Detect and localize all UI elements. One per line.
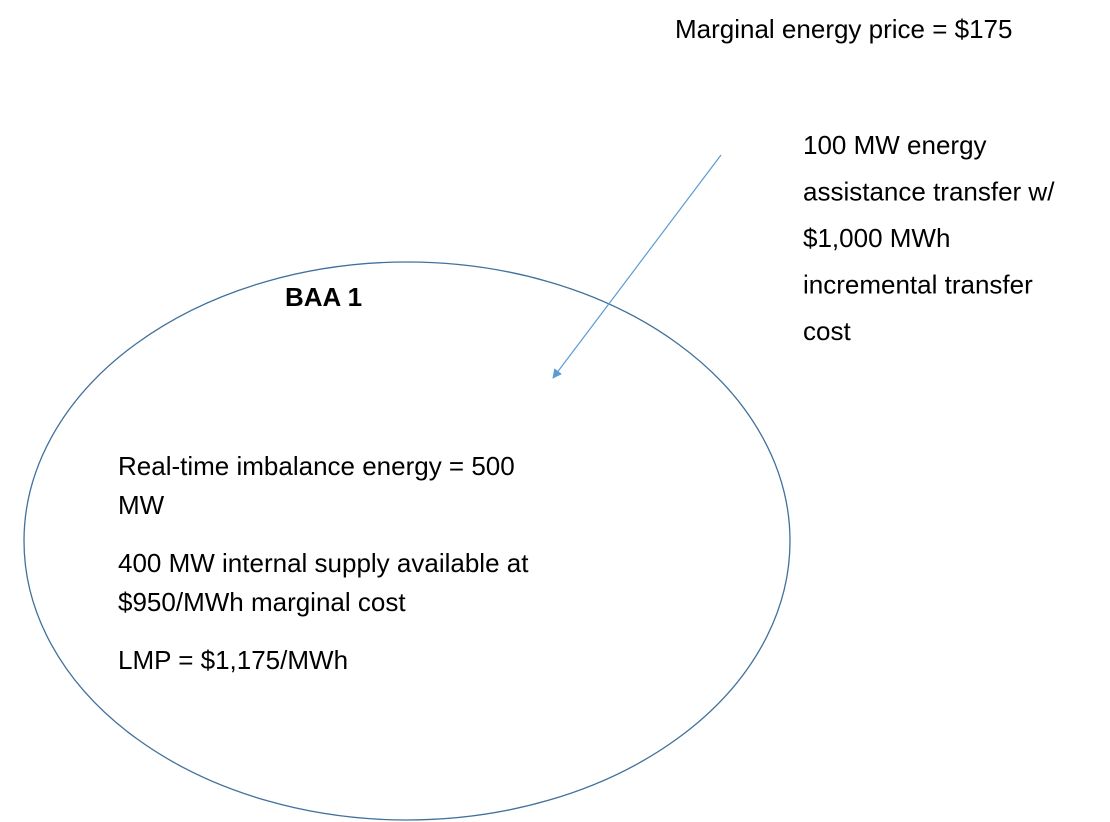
text-line: MW [118,490,165,520]
text-line: LMP = $1,175/MWh [118,645,348,675]
text-line: 100 MW energy [803,130,987,160]
text-line: $1,000 MWh [803,223,950,253]
area-ellipse [23,261,791,821]
area-label: BAA 1 [285,282,362,312]
text-line: $950/MWh marginal cost [118,587,406,617]
text-line: incremental transfer [803,270,1033,300]
text-line: Real-time imbalance energy = 500 [118,451,515,481]
price-text: Marginal energy price = $175 [675,14,1012,44]
text-line: assistance transfer w/ [803,177,1055,207]
transfer-text: 100 MW energy assistance transfer w/ $1,00… [803,130,1055,346]
text-line: cost [803,316,851,346]
area-text: Real-time imbalance energy = 500 MW 400 MW… [118,451,529,675]
text-line: 400 MW internal supply available at [118,548,529,578]
transfer-arrow [552,154,722,379]
